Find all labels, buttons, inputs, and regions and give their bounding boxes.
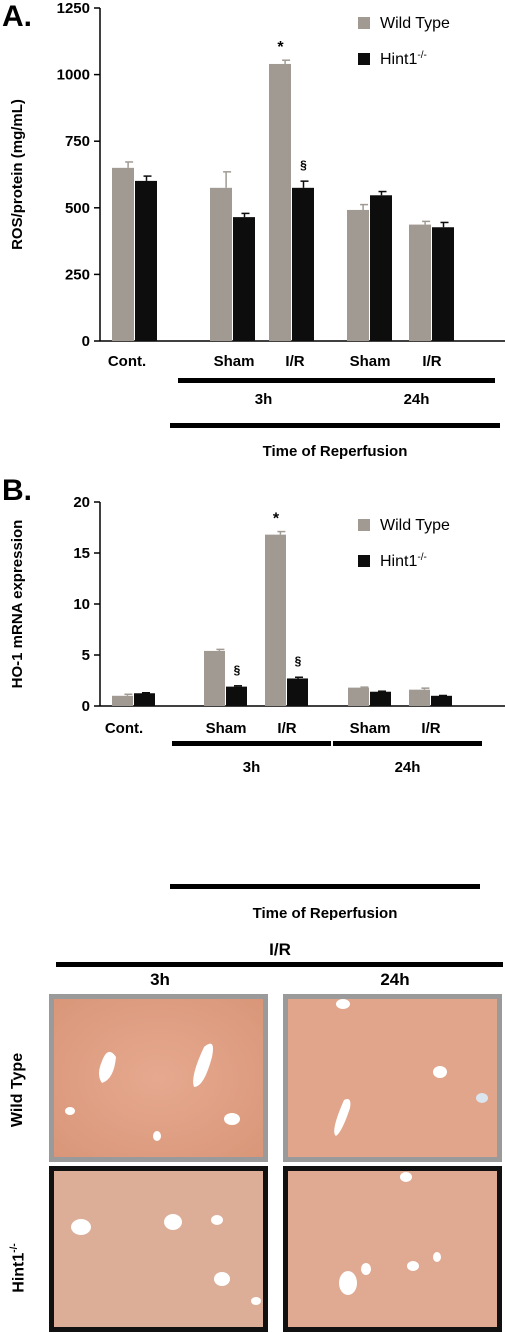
- y-tick-label: 500: [65, 200, 90, 217]
- bar: [204, 650, 225, 706]
- bar: [265, 534, 286, 706]
- bar: [432, 227, 454, 341]
- x-axis-title: Time of Reperfusion: [253, 905, 398, 920]
- bar: [210, 187, 232, 341]
- time-bracket-line: [170, 423, 500, 428]
- bar: [431, 695, 452, 706]
- chart-a: 0 250 500 750 1000 1250 ROS/protein (mg/mL) * § C…: [9, 0, 505, 460]
- row-label-hint1: Hint1-/-: [9, 1243, 28, 1293]
- bar: [287, 678, 308, 706]
- bar: [348, 687, 369, 706]
- bar: [409, 224, 431, 341]
- bar: [134, 693, 155, 706]
- x-category-label: Cont.: [105, 720, 143, 737]
- bar: [409, 689, 430, 706]
- panel-b-letter: B.: [2, 474, 32, 507]
- y-tick-label: 250: [65, 266, 90, 283]
- legend-label: Wild Type: [380, 517, 450, 534]
- bar: [370, 691, 391, 706]
- bar: [112, 167, 134, 341]
- legend-label: Wild Type: [380, 15, 450, 32]
- y-tick-label: 15: [73, 545, 90, 562]
- micrograph-wt-3h: [49, 994, 268, 1162]
- group-bracket-line: [338, 378, 495, 383]
- x-axis-title: Time of Reperfusion: [263, 443, 408, 460]
- significance-section-mark: §: [300, 158, 307, 172]
- group-label: 3h: [255, 391, 273, 408]
- y-tick-label: 5: [82, 647, 90, 664]
- column-label-3h: 3h: [150, 970, 170, 989]
- legend-swatch: [358, 519, 370, 531]
- bar: [370, 195, 392, 341]
- bar: [135, 180, 157, 341]
- x-category-label: Sham: [206, 720, 247, 737]
- group-bracket-line: [178, 378, 349, 383]
- panel-a-letter: A.: [2, 0, 32, 33]
- micrograph-wt-24h: [283, 994, 502, 1162]
- y-tick-label: 20: [73, 494, 90, 511]
- y-tick-label: 1000: [57, 67, 90, 84]
- significance-star: *: [277, 39, 284, 56]
- histology-header-line: [56, 962, 503, 967]
- y-tick-label: 1250: [57, 0, 90, 17]
- y-tick-label: 0: [82, 698, 90, 715]
- legend-label: Hint1-/-: [380, 552, 427, 570]
- x-category-label: Sham: [350, 720, 391, 737]
- histology-header: I/R: [269, 940, 291, 959]
- bar: [269, 63, 291, 341]
- x-category-label: I/R: [277, 720, 296, 737]
- legend-swatch: [358, 17, 370, 29]
- time-bracket-line: [170, 884, 480, 889]
- chart-b: 0 5 10 15 20 HO-1 mRNA expression * § § Cont. Sham…: [9, 494, 505, 920]
- group-label: 24h: [395, 759, 421, 776]
- bar: [226, 686, 247, 706]
- x-category-label: I/R: [422, 353, 441, 370]
- row-label-wild-type: Wild Type: [9, 1052, 26, 1128]
- group-label: 24h: [404, 391, 430, 408]
- significance-star: *: [273, 511, 280, 528]
- y-tick-label: 750: [65, 133, 90, 150]
- x-category-label: Sham: [350, 353, 391, 370]
- y-axis-title: ROS/protein (mg/mL): [9, 99, 26, 250]
- bar: [112, 695, 133, 706]
- bar: [347, 209, 369, 341]
- legend-label: Hint1-/-: [380, 50, 427, 68]
- micrograph-hint1-24h: [283, 1166, 502, 1332]
- significance-section-mark: §: [295, 654, 302, 668]
- bar: [292, 187, 314, 341]
- bar: [233, 217, 255, 341]
- x-category-label: I/R: [421, 720, 440, 737]
- x-category-label: I/R: [285, 353, 304, 370]
- group-bracket-line: [172, 741, 331, 746]
- column-label-24h: 24h: [380, 970, 410, 989]
- y-tick-label: 10: [73, 596, 90, 613]
- x-category-label: Sham: [214, 353, 255, 370]
- legend-swatch: [358, 53, 370, 65]
- y-axis-title: HO-1 mRNA expression: [9, 520, 26, 689]
- group-bracket-line: [333, 741, 482, 746]
- y-tick-label: 0: [82, 333, 90, 350]
- legend-swatch: [358, 555, 370, 567]
- significance-section-mark: §: [234, 663, 241, 677]
- group-label: 3h: [243, 759, 261, 776]
- x-category-label: Cont.: [108, 353, 146, 370]
- micrograph-hint1-3h: [49, 1166, 268, 1332]
